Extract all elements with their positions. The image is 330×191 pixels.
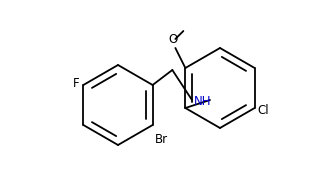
Text: NH: NH xyxy=(194,95,212,108)
Text: Cl: Cl xyxy=(258,104,269,117)
Text: F: F xyxy=(73,77,79,90)
Text: Br: Br xyxy=(155,133,168,146)
Text: O: O xyxy=(169,33,178,46)
